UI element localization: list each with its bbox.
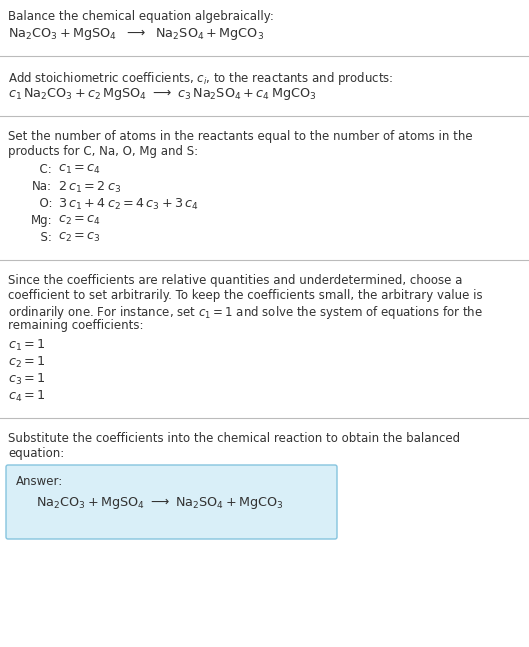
Text: $c_2 = c_4$: $c_2 = c_4$ <box>58 214 101 227</box>
Text: $2\,c_1 = 2\,c_3$: $2\,c_1 = 2\,c_3$ <box>58 180 121 195</box>
Text: remaining coefficients:: remaining coefficients: <box>8 319 143 332</box>
Text: products for C, Na, O, Mg and S:: products for C, Na, O, Mg and S: <box>8 145 198 158</box>
Text: C:: C: <box>32 163 52 176</box>
Text: S:: S: <box>33 231 52 244</box>
Text: Set the number of atoms in the reactants equal to the number of atoms in the: Set the number of atoms in the reactants… <box>8 130 472 143</box>
Text: $c_2 = 1$: $c_2 = 1$ <box>8 355 45 370</box>
Text: Substitute the coefficients into the chemical reaction to obtain the balanced: Substitute the coefficients into the che… <box>8 432 460 445</box>
Text: equation:: equation: <box>8 447 64 460</box>
FancyBboxPatch shape <box>6 465 337 539</box>
Text: $c_1\, \mathrm{Na_2CO_3} + c_2\, \mathrm{MgSO_4} \ \longrightarrow \ c_3\, \math: $c_1\, \mathrm{Na_2CO_3} + c_2\, \mathrm… <box>8 86 316 102</box>
Text: coefficient to set arbitrarily. To keep the coefficients small, the arbitrary va: coefficient to set arbitrarily. To keep … <box>8 289 482 302</box>
Text: $c_2 = c_3$: $c_2 = c_3$ <box>58 231 101 244</box>
Text: Since the coefficients are relative quantities and underdetermined, choose a: Since the coefficients are relative quan… <box>8 274 462 287</box>
Text: Balance the chemical equation algebraically:: Balance the chemical equation algebraica… <box>8 10 274 23</box>
Text: $c_1 = 1$: $c_1 = 1$ <box>8 338 45 353</box>
Text: Na:: Na: <box>32 180 52 193</box>
Text: $c_3 = 1$: $c_3 = 1$ <box>8 372 45 387</box>
Text: $\mathrm{Na_2CO_3 + MgSO_4 \ \longrightarrow \ Na_2SO_4 + MgCO_3}$: $\mathrm{Na_2CO_3 + MgSO_4 \ \longrighta… <box>36 495 284 511</box>
Text: $\mathrm{Na_2CO_3 + MgSO_4 \ \ \longrightarrow \ \ Na_2SO_4 + MgCO_3}$: $\mathrm{Na_2CO_3 + MgSO_4 \ \ \longrigh… <box>8 26 264 42</box>
Text: $c_1 = c_4$: $c_1 = c_4$ <box>58 163 101 176</box>
Text: ordinarily one. For instance, set $c_1 = 1$ and solve the system of equations fo: ordinarily one. For instance, set $c_1 =… <box>8 304 483 321</box>
Text: Add stoichiometric coefficients, $c_i$, to the reactants and products:: Add stoichiometric coefficients, $c_i$, … <box>8 70 394 87</box>
Text: Answer:: Answer: <box>16 475 63 488</box>
Text: Mg:: Mg: <box>30 214 52 227</box>
Text: O:: O: <box>32 197 52 210</box>
Text: $3\,c_1 + 4\,c_2 = 4\,c_3 + 3\,c_4$: $3\,c_1 + 4\,c_2 = 4\,c_3 + 3\,c_4$ <box>58 197 199 212</box>
Text: $c_4 = 1$: $c_4 = 1$ <box>8 389 45 404</box>
